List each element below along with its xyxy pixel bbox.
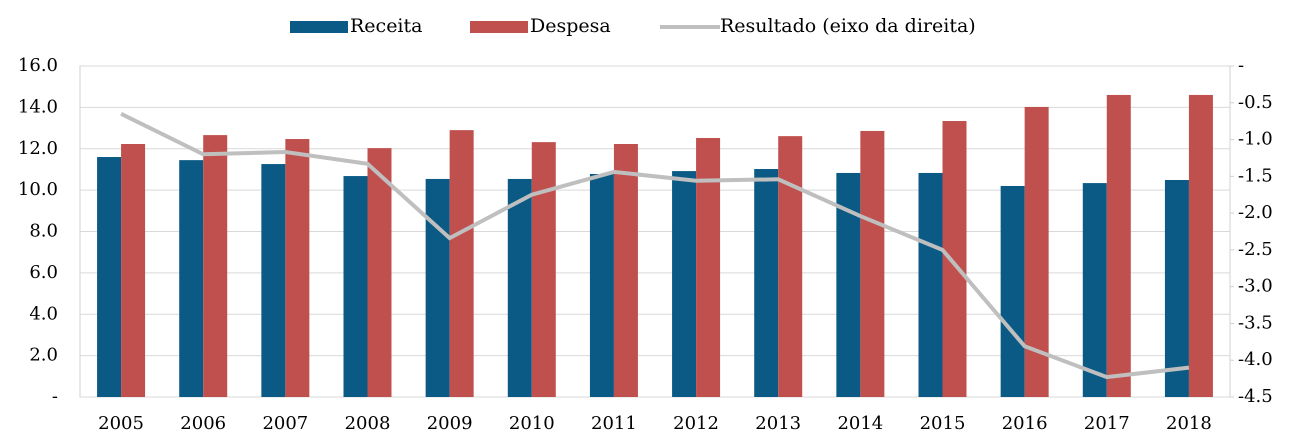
x-tick-label: 2018: [1166, 413, 1212, 434]
bar: [425, 178, 450, 397]
y-tick-label: 12.0: [18, 138, 58, 159]
line: [120, 112, 1190, 380]
y2-tick-label: -0.5: [1238, 92, 1273, 113]
bar: [589, 173, 614, 397]
x-tick-label: 2016: [1002, 413, 1048, 434]
bar: [696, 137, 721, 397]
bar: [531, 142, 556, 397]
bar: [449, 130, 474, 397]
bar: [1000, 185, 1025, 397]
x-tick-label: 2012: [673, 413, 719, 434]
bar: [1188, 94, 1213, 398]
y2-tick-label: -: [1238, 55, 1244, 76]
legend-swatch: [470, 21, 528, 33]
x-tick-label: 2017: [1084, 413, 1130, 434]
y-tick-label: 2.0: [29, 345, 58, 366]
y2-tick-label: -2.5: [1238, 239, 1273, 260]
y-tick-label: 4.0: [29, 303, 58, 324]
y2-tick-label: -3.0: [1238, 276, 1273, 297]
x-tick-label: 2005: [98, 413, 144, 434]
bar: [918, 172, 943, 397]
bar: [672, 171, 697, 397]
x-tick-label: 2014: [837, 413, 883, 434]
y2-tick-label: -3.5: [1238, 312, 1273, 333]
bar: [860, 130, 885, 398]
bar: [1082, 183, 1107, 397]
bar: [778, 136, 803, 398]
legend-text: Resultado (eixo da direita): [720, 15, 976, 37]
bar: [121, 143, 146, 397]
bar: [1106, 94, 1131, 398]
bar: [97, 157, 122, 397]
bar: [754, 169, 779, 397]
x-tick-label: 2011: [591, 413, 637, 434]
y2-tick-label: -4.0: [1238, 349, 1273, 370]
y2-tick-label: -2.0: [1238, 202, 1273, 223]
bar: [179, 160, 204, 397]
bar: [613, 143, 638, 397]
bar: [343, 176, 368, 397]
y-tick-label: 6.0: [29, 262, 58, 283]
y-tick-label: 14.0: [18, 96, 58, 117]
bar: [1164, 179, 1189, 397]
x-tick-label: 2010: [509, 413, 555, 434]
x-tick-label: 2013: [755, 413, 801, 434]
y-tick-label: 8.0: [29, 221, 58, 242]
x-tick-label: 2015: [920, 413, 966, 434]
bar: [367, 148, 392, 397]
bar: [203, 135, 228, 397]
bar: [942, 121, 967, 397]
x-tick-label: 2006: [180, 413, 226, 434]
legend-text: Receita: [350, 15, 422, 37]
bar: [507, 178, 532, 397]
y-tick-label: 10.0: [18, 179, 58, 200]
bar: [285, 139, 310, 398]
bar: [261, 164, 286, 397]
y-tick-label: -: [52, 386, 58, 407]
x-tick-label: 2008: [345, 413, 391, 434]
y2-tick-label: -4.5: [1238, 386, 1273, 407]
y2-tick-label: -1.0: [1238, 129, 1273, 150]
y-tick-label: 16.0: [18, 55, 58, 76]
y2-tick-label: -1.5: [1238, 165, 1273, 186]
x-tick-label: 2007: [262, 413, 308, 434]
x-tick-label: 2009: [427, 413, 473, 434]
legend-swatch: [290, 21, 348, 33]
legend-text: Despesa: [530, 15, 611, 37]
